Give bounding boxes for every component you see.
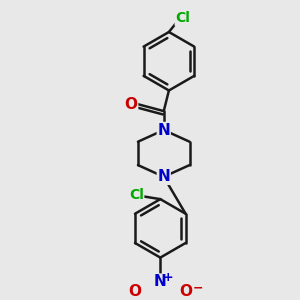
- Text: Cl: Cl: [129, 188, 144, 202]
- Text: O: O: [124, 97, 138, 112]
- Text: N: N: [158, 169, 170, 184]
- Text: O: O: [128, 284, 141, 299]
- Text: Cl: Cl: [175, 11, 190, 25]
- Text: −: −: [193, 281, 203, 294]
- Text: O: O: [180, 284, 193, 299]
- Text: N: N: [158, 122, 170, 137]
- Text: N: N: [154, 274, 167, 289]
- Text: +: +: [163, 271, 173, 284]
